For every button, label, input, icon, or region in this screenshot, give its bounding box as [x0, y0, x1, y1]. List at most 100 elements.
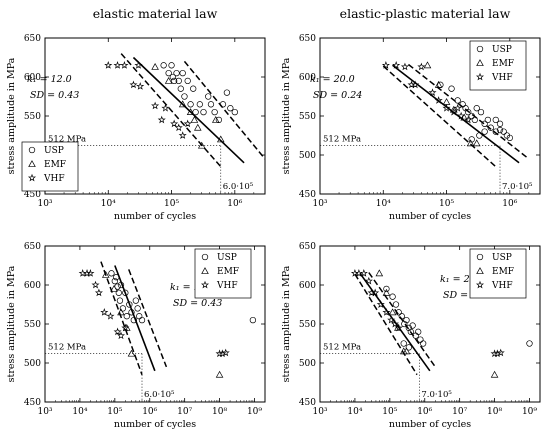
data-point-usp: [389, 293, 396, 300]
data-point-vhf: [382, 308, 391, 316]
data-point-vhf: [371, 288, 380, 297]
data-point-emf: [216, 135, 225, 143]
x-tick-label: 10⁵: [164, 199, 179, 209]
data-point-usp: [196, 101, 203, 108]
data-point-emf: [190, 115, 199, 123]
data-point-vhf: [359, 269, 368, 277]
data-point-usp: [184, 77, 191, 85]
series-vhf: [104, 61, 192, 139]
data-point-usp: [487, 124, 494, 131]
data-point-usp: [200, 108, 207, 116]
y-tick-label: 550: [299, 320, 316, 330]
data-point-usp: [395, 309, 402, 316]
data-point-emf: [449, 105, 458, 113]
data-point-usp: [113, 274, 120, 281]
data-point-vhf: [151, 101, 160, 110]
data-point-usp: [173, 69, 180, 77]
y-tick-label: 450: [24, 398, 41, 408]
y-tick-label: 600: [299, 281, 316, 291]
median-line: [114, 265, 156, 372]
legend-marker-emf: [476, 267, 484, 274]
y-tick-label: 550: [24, 112, 41, 122]
data-point-usp: [111, 277, 118, 285]
x-axis-label: number of cycles: [389, 419, 471, 430]
data-point-usp: [175, 77, 182, 85]
x-axis-label: number of cycles: [114, 419, 196, 430]
x-tick-label: 10⁶: [142, 407, 157, 417]
data-point-vhf: [400, 62, 409, 71]
y-tick-label: 600: [299, 73, 316, 83]
x-tick-label: 10⁶: [502, 199, 517, 209]
data-point-usp: [477, 108, 485, 116]
data-point-vhf: [161, 103, 170, 112]
y-axis-label: stress amplitude in MPa: [281, 57, 292, 174]
data-point-usp: [448, 85, 455, 92]
data-point-usp: [116, 297, 124, 304]
data-point-usp: [126, 301, 133, 308]
column-title-elastic-plastic: elastic-plastic material law: [339, 6, 511, 21]
data-point-usp: [454, 97, 461, 104]
data-point-vhf: [106, 311, 115, 320]
data-point-usp: [476, 132, 483, 139]
y-tick-label: 600: [24, 73, 41, 83]
data-point-vhf: [381, 61, 390, 69]
x-tick-label: 10³: [37, 407, 52, 417]
data-point-emf: [164, 76, 173, 84]
data-point-usp: [471, 116, 478, 124]
data-point-usp: [400, 340, 407, 347]
data-point-usp: [205, 93, 212, 100]
legend-label-usp: USP: [44, 146, 64, 156]
data-point-vhf: [390, 319, 399, 328]
legend-marker-usp: [201, 253, 209, 261]
reference-cycles-label: 7.0·10⁵: [502, 182, 533, 192]
sd-label: SD = 0.43: [173, 298, 222, 309]
data-point-emf: [466, 139, 475, 147]
series-usp: [437, 81, 513, 143]
x-tick-label: 10⁵: [439, 199, 454, 209]
k-label: k₁ = 12.0: [27, 74, 72, 85]
data-point-usp: [171, 77, 178, 85]
legend-label-emf: EMF: [44, 160, 66, 170]
data-point-vhf: [376, 300, 385, 308]
data-point-usp: [465, 108, 472, 116]
reference-cycles-label: 6.0·10⁵: [144, 390, 175, 400]
data-point-emf: [117, 308, 125, 316]
series-emf: [151, 62, 225, 149]
y-tick-label: 650: [24, 34, 41, 44]
x-tick-label: 10⁷: [177, 407, 192, 417]
data-point-vhf: [221, 348, 230, 357]
x-axis-label: number of cycles: [389, 211, 471, 222]
legend-label-vhf: VHF: [216, 281, 238, 291]
data-point-usp: [169, 73, 177, 81]
series-emf: [423, 61, 481, 147]
data-point-usp: [492, 116, 499, 124]
data-point-emf: [442, 98, 451, 105]
data-point-usp: [398, 313, 405, 320]
data-point-vhf: [218, 349, 227, 358]
data-point-vhf: [170, 119, 179, 128]
x-tick-label: 10⁴: [72, 407, 87, 417]
series-usp: [108, 270, 257, 324]
legend-label-usp: USP: [492, 45, 512, 55]
data-point-usp: [181, 93, 188, 100]
data-point-usp: [409, 322, 416, 329]
data-point-vhf: [457, 111, 466, 120]
column-title-elastic: elastic material law: [92, 6, 218, 21]
data-point-usp: [484, 116, 492, 124]
data-point-vhf: [120, 61, 129, 69]
series-vhf: [381, 61, 473, 124]
scatter-band-line: [407, 63, 530, 160]
data-point-usp: [227, 105, 234, 112]
x-tick-label: 10⁸: [212, 407, 227, 417]
data-point-usp: [496, 120, 504, 127]
data-point-usp: [473, 105, 480, 112]
reference-stress-label: 512 MPa: [323, 135, 361, 145]
data-point-emf: [382, 288, 391, 296]
data-point-usp: [207, 101, 215, 108]
data-point-usp: [190, 85, 197, 92]
data-point-vhf: [464, 115, 473, 124]
x-tick-label: 10⁴: [376, 199, 391, 209]
x-tick-label: 10⁹: [247, 407, 262, 417]
median-line: [359, 272, 431, 372]
data-point-usp: [481, 120, 488, 127]
